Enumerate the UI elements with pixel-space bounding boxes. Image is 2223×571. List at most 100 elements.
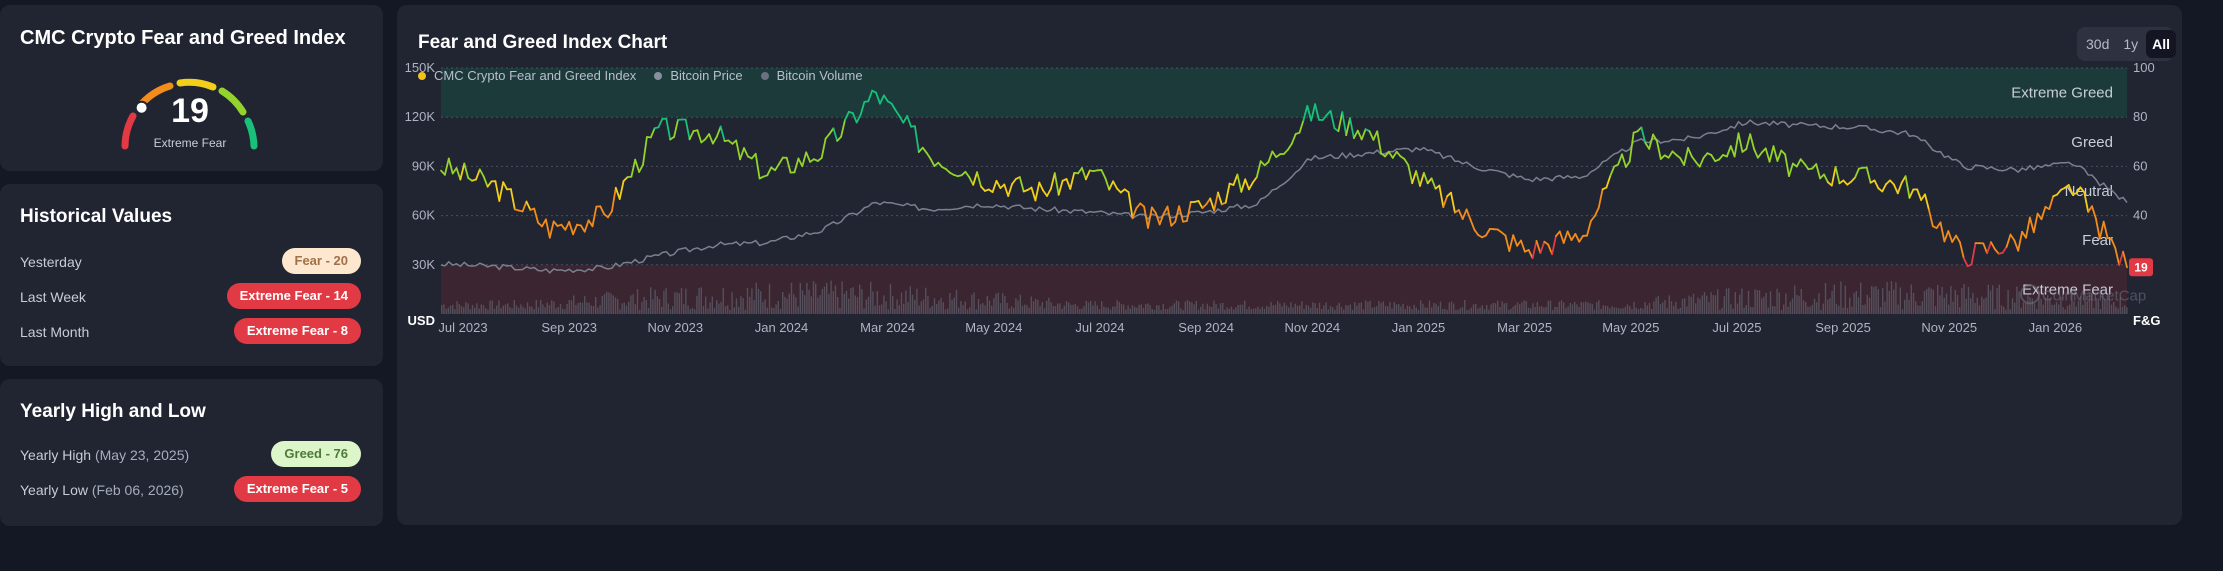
volume-bar <box>698 287 700 314</box>
volume-bar <box>612 295 614 314</box>
fear-greed-line-segment <box>1131 207 1138 219</box>
volume-bar <box>1622 308 1624 314</box>
volume-bar <box>1994 309 1996 314</box>
volume-bar <box>1061 308 1063 314</box>
volume-bar <box>2102 295 2104 314</box>
volume-bar <box>1219 303 1222 314</box>
volume-bar <box>1054 306 1057 314</box>
volume-bar <box>581 302 584 314</box>
volume-bar <box>504 304 507 314</box>
fear-greed-line-segment <box>1050 172 1056 190</box>
volume-bar <box>1435 303 1437 314</box>
volume-bar <box>658 298 661 314</box>
volume-bar <box>918 305 920 314</box>
volume-bar <box>969 307 971 314</box>
fear-greed-line-segment <box>1889 179 1895 186</box>
volume-bar <box>542 304 544 314</box>
fear-greed-line-segment <box>1030 186 1037 202</box>
volume-bar <box>1101 301 1103 314</box>
fear-greed-line-segment <box>844 110 850 121</box>
volume-bar <box>742 298 744 314</box>
volume-bar <box>947 308 949 314</box>
fear-greed-line-segment <box>1465 208 1472 221</box>
fear-greed-line-segment <box>1726 145 1732 158</box>
fear-greed-line-segment <box>1376 130 1382 155</box>
volume-bar <box>548 305 551 314</box>
volume-bar <box>1668 295 1670 314</box>
historical-values-title: Historical Values <box>20 206 173 227</box>
volume-bar <box>1655 297 1657 314</box>
volume-bar <box>1431 307 1433 314</box>
volume-bar <box>1046 300 1048 314</box>
volume-bar <box>1972 292 1974 314</box>
volume-bar <box>1510 308 1512 314</box>
fear-greed-line-segment <box>638 163 644 173</box>
fear-greed-line-segment <box>921 146 928 154</box>
fear-greed-line-segment <box>719 125 726 142</box>
fear-greed-line-segment <box>1737 132 1744 153</box>
fear-greed-line-segment <box>1764 147 1771 163</box>
fear-greed-line-segment <box>1407 164 1414 185</box>
volume-bar <box>1387 306 1389 314</box>
volume-bar <box>709 302 711 314</box>
fear-greed-line-segment <box>1749 133 1755 151</box>
legend-item-fear-greed[interactable]: CMC Crypto Fear and Greed Index <box>418 68 636 83</box>
volume-bar <box>1413 304 1415 314</box>
range-button-30d[interactable]: 30d <box>2086 36 2110 52</box>
volume-bar <box>775 304 777 314</box>
fear-greed-line-segment <box>2098 220 2105 240</box>
fear-greed-line-segment <box>1916 188 1922 201</box>
fear-greed-chart[interactable]: 150K120K90K60K30KUSD10080604020F&GExtrem… <box>397 5 2182 525</box>
volume-bar <box>1530 308 1532 314</box>
volume-bar <box>1697 297 1699 314</box>
fear-greed-line-segment <box>1166 205 1173 227</box>
volume-bar <box>975 309 977 314</box>
fear-greed-line-segment <box>851 112 858 124</box>
volume-bar <box>1785 293 1787 314</box>
volume-bar <box>1490 304 1492 314</box>
volume-bar <box>1904 299 1906 314</box>
volume-bar <box>1486 305 1488 314</box>
volume-bar <box>1250 309 1252 314</box>
fear-greed-line-segment <box>1994 248 2000 255</box>
volume-bar <box>1547 300 1549 314</box>
fear-greed-line-segment <box>630 158 637 178</box>
volume-bar <box>1943 297 1945 314</box>
volume-bar <box>797 306 799 314</box>
fear-greed-line-segment <box>2122 250 2128 269</box>
volume-bar <box>599 305 601 314</box>
range-button-1y[interactable]: 1y <box>2123 36 2139 52</box>
volume-bar <box>1202 303 1204 314</box>
fear-greed-line-segment <box>836 135 843 142</box>
volume-bar <box>1204 309 1206 314</box>
volume-bar <box>676 292 678 314</box>
fear-greed-line-segment <box>1174 205 1180 223</box>
fear-greed-line-segment <box>1356 129 1363 141</box>
fear-greed-line-segment <box>1329 110 1336 130</box>
volume-bar <box>564 309 566 314</box>
volume-bar <box>2071 291 2073 314</box>
fear-greed-line-segment <box>1799 158 1806 165</box>
volume-bar <box>740 296 742 314</box>
volume-bar <box>2049 298 2051 314</box>
fear-greed-line-segment <box>1854 167 1860 179</box>
legend-item-bitcoin-volume[interactable]: Bitcoin Volume <box>760 68 863 83</box>
volume-bar <box>2022 302 2025 314</box>
volume-bar <box>595 296 597 314</box>
fear-greed-line-segment <box>1057 179 1064 196</box>
volume-bar <box>1829 298 1831 314</box>
volume-bar <box>2044 297 2047 314</box>
volume-bar <box>1844 285 1846 314</box>
volume-bar <box>1114 306 1116 314</box>
volume-bar <box>1600 308 1602 314</box>
volume-bar <box>1811 305 1813 314</box>
range-button-all[interactable]: All <box>2146 30 2177 58</box>
volume-bar <box>1041 302 1043 314</box>
volume-bar <box>1787 306 1789 314</box>
historical-values-card: Historical Values Yesterday Fear - 20 La… <box>0 184 383 366</box>
volume-bar <box>566 304 568 314</box>
legend-item-bitcoin-price[interactable]: Bitcoin Price <box>654 68 743 83</box>
fear-greed-line-segment <box>1135 202 1142 210</box>
volume-bar <box>1952 301 1954 314</box>
volume-bar <box>1094 301 1096 314</box>
